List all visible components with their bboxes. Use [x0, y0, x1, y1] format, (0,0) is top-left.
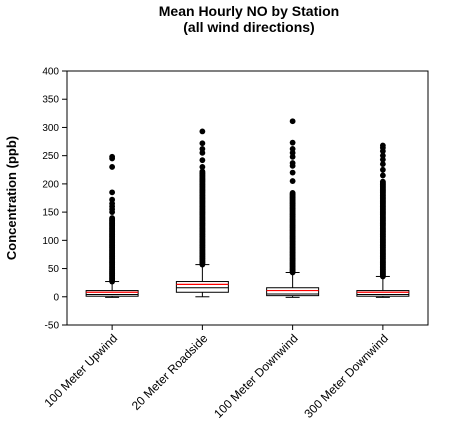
outlier-point [379, 152, 386, 159]
outlier-point [109, 164, 116, 170]
outlier-point [199, 140, 206, 147]
outlier-point [289, 118, 296, 125]
outliers [289, 118, 296, 276]
outlier-point [289, 139, 296, 146]
y-tick-label: -50 [45, 321, 60, 332]
outlier-point [109, 196, 116, 203]
outlier-point [379, 178, 386, 185]
chart-subtitle: (all wind directions) [183, 19, 314, 35]
outlier-point [379, 172, 386, 179]
outlier-point [199, 157, 206, 164]
box-2 [175, 128, 229, 298]
outlier-point [289, 145, 296, 152]
box-3 [266, 118, 320, 298]
outlier-point [289, 160, 296, 166]
y-tick-label: 400 [42, 67, 59, 78]
x-tick-label: 100 Meter Upwind [41, 331, 120, 410]
outlier-point [109, 189, 116, 196]
outlier-point [109, 215, 116, 221]
outlier-point [199, 128, 206, 135]
y-tick-label: 300 [42, 123, 59, 134]
chart-title: Mean Hourly NO by Station [159, 3, 339, 19]
y-tick-label: 250 [42, 151, 59, 162]
box-iqr [85, 290, 139, 297]
box-1 [85, 153, 139, 298]
plot-frame [66, 70, 429, 326]
box-iqr [175, 281, 229, 293]
y-tick-label: 0 [53, 292, 59, 303]
outliers [379, 142, 386, 280]
y-tick-label: 150 [42, 208, 59, 219]
plot-area [85, 118, 410, 298]
outlier-point [289, 190, 296, 196]
outlier-point [199, 168, 206, 175]
y-axis: -50 0 50 100 150 200 250 300 350 400 [42, 67, 67, 332]
x-tick-label: 300 Meter Downwind [301, 331, 391, 421]
y-axis-label: Concentration (ppb) [4, 136, 19, 260]
outlier-point [199, 145, 206, 152]
outlier-point [109, 153, 116, 160]
y-tick-label: 100 [42, 236, 59, 247]
outliers [109, 153, 116, 285]
outlier-point [199, 164, 206, 170]
outlier-point [289, 178, 296, 184]
outlier-point [379, 166, 386, 173]
box-4 [356, 142, 410, 298]
outlier-point [379, 142, 386, 149]
box-iqr [266, 287, 320, 297]
outlier-point [289, 169, 296, 176]
box-iqr [356, 290, 410, 297]
outlier-point [379, 161, 386, 168]
x-tick-label: 100 Meter Downwind [211, 331, 301, 421]
y-tick-label: 350 [42, 95, 59, 106]
x-axis: 100 Meter Upwind 20 Meter Roadside 100 Met… [41, 325, 391, 421]
y-tick-label: 50 [48, 264, 60, 275]
y-tick-label: 200 [42, 179, 59, 190]
outliers [199, 128, 206, 268]
x-tick-label: 20 Meter Roadside [129, 331, 211, 413]
